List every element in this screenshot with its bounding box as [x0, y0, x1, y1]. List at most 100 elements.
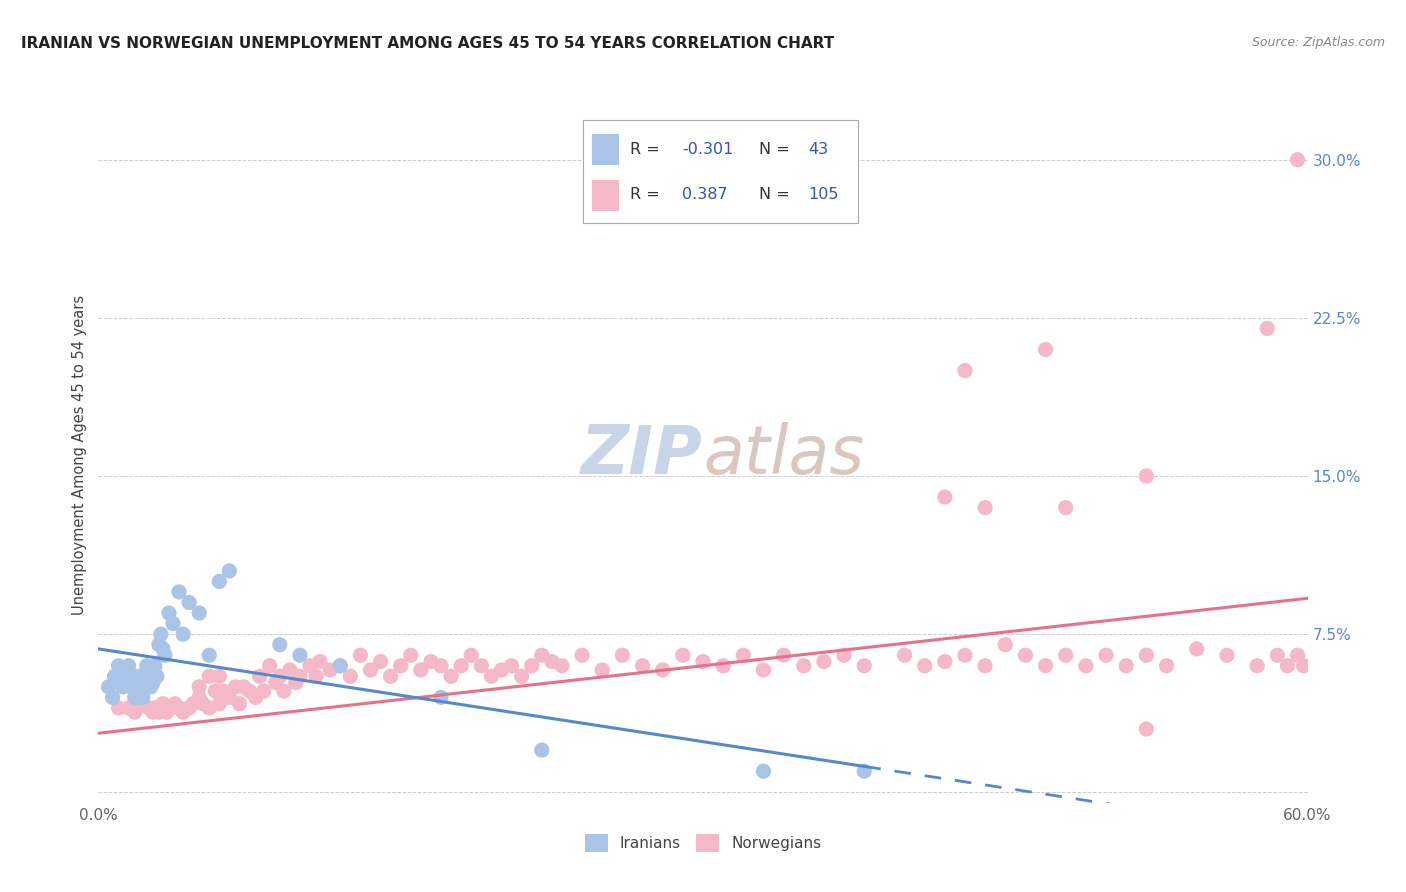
Point	[172, 705, 194, 719]
Point	[228, 697, 250, 711]
Point	[148, 705, 170, 719]
Point	[305, 669, 328, 683]
Text: IRANIAN VS NORWEGIAN UNEMPLOYMENT AMONG AGES 45 TO 54 YEARS CORRELATION CHART: IRANIAN VS NORWEGIAN UNEMPLOYMENT AMONG …	[21, 36, 834, 51]
Point	[752, 764, 775, 779]
Point	[269, 669, 291, 683]
Point	[212, 684, 235, 698]
Point	[269, 638, 291, 652]
Point	[491, 663, 513, 677]
Point	[299, 658, 322, 673]
Point	[253, 684, 276, 698]
Point	[793, 658, 815, 673]
Point	[1095, 648, 1118, 663]
Point	[143, 701, 166, 715]
Point	[125, 684, 148, 698]
Point	[167, 585, 190, 599]
Point	[1286, 153, 1309, 167]
Point	[278, 663, 301, 677]
Point	[430, 658, 453, 673]
Point	[181, 697, 204, 711]
Point	[309, 655, 332, 669]
Point	[139, 680, 162, 694]
Point	[152, 697, 174, 711]
Point	[651, 663, 673, 677]
Point	[138, 701, 160, 715]
Point	[530, 648, 553, 663]
Point	[832, 648, 855, 663]
Text: 0.387: 0.387	[682, 186, 728, 202]
Point	[1185, 641, 1208, 656]
Y-axis label: Unemployment Among Ages 45 to 54 years: Unemployment Among Ages 45 to 54 years	[72, 295, 87, 615]
Point	[224, 680, 246, 694]
Point	[370, 655, 392, 669]
Point	[124, 690, 146, 705]
Point	[974, 500, 997, 515]
Point	[208, 574, 231, 589]
Point	[349, 648, 371, 663]
Point	[129, 675, 152, 690]
Point	[733, 648, 755, 663]
Text: 105: 105	[808, 186, 839, 202]
Point	[1035, 343, 1057, 357]
Point	[853, 658, 876, 673]
Point	[103, 669, 125, 683]
Point	[138, 663, 160, 677]
Point	[149, 627, 172, 641]
Point	[135, 658, 157, 673]
Point	[162, 616, 184, 631]
Point	[752, 663, 775, 677]
Point	[1246, 658, 1268, 673]
Point	[501, 658, 523, 673]
Point	[399, 648, 422, 663]
Point	[974, 658, 997, 673]
Point	[319, 663, 342, 677]
Point	[450, 658, 472, 673]
Point	[148, 638, 170, 652]
Point	[772, 648, 794, 663]
Point	[551, 658, 574, 673]
Text: N =: N =	[759, 186, 790, 202]
Point	[118, 701, 141, 715]
Point	[120, 680, 142, 694]
Point	[264, 675, 287, 690]
Point	[1135, 469, 1157, 483]
Point	[259, 658, 281, 673]
Point	[631, 658, 654, 673]
Point	[188, 606, 211, 620]
Text: R =: R =	[630, 186, 659, 202]
Point	[672, 648, 695, 663]
Legend: Iranians, Norwegians: Iranians, Norwegians	[578, 828, 828, 858]
Point	[249, 669, 271, 683]
Point	[198, 648, 221, 663]
Point	[121, 669, 143, 683]
Point	[198, 701, 221, 715]
Point	[1115, 658, 1137, 673]
Bar	[592, 180, 619, 211]
Point	[273, 684, 295, 698]
Point	[591, 663, 613, 677]
Text: atlas: atlas	[703, 422, 865, 488]
Point	[124, 705, 146, 719]
Point	[179, 701, 201, 715]
Point	[711, 658, 734, 673]
Point	[520, 658, 543, 673]
Point	[1286, 648, 1309, 663]
Point	[460, 648, 482, 663]
Point	[245, 690, 267, 705]
Point	[146, 669, 169, 683]
Point	[153, 648, 176, 663]
Point	[1256, 321, 1278, 335]
Point	[284, 675, 307, 690]
Point	[115, 669, 138, 683]
Point	[111, 680, 134, 694]
Text: Source: ZipAtlas.com: Source: ZipAtlas.com	[1251, 36, 1385, 49]
Point	[481, 669, 503, 683]
Point	[914, 658, 936, 673]
Point	[232, 680, 254, 694]
Point	[1135, 648, 1157, 663]
Point	[430, 690, 453, 705]
Point	[470, 658, 492, 673]
Point	[692, 655, 714, 669]
Point	[360, 663, 382, 677]
Point	[118, 658, 141, 673]
